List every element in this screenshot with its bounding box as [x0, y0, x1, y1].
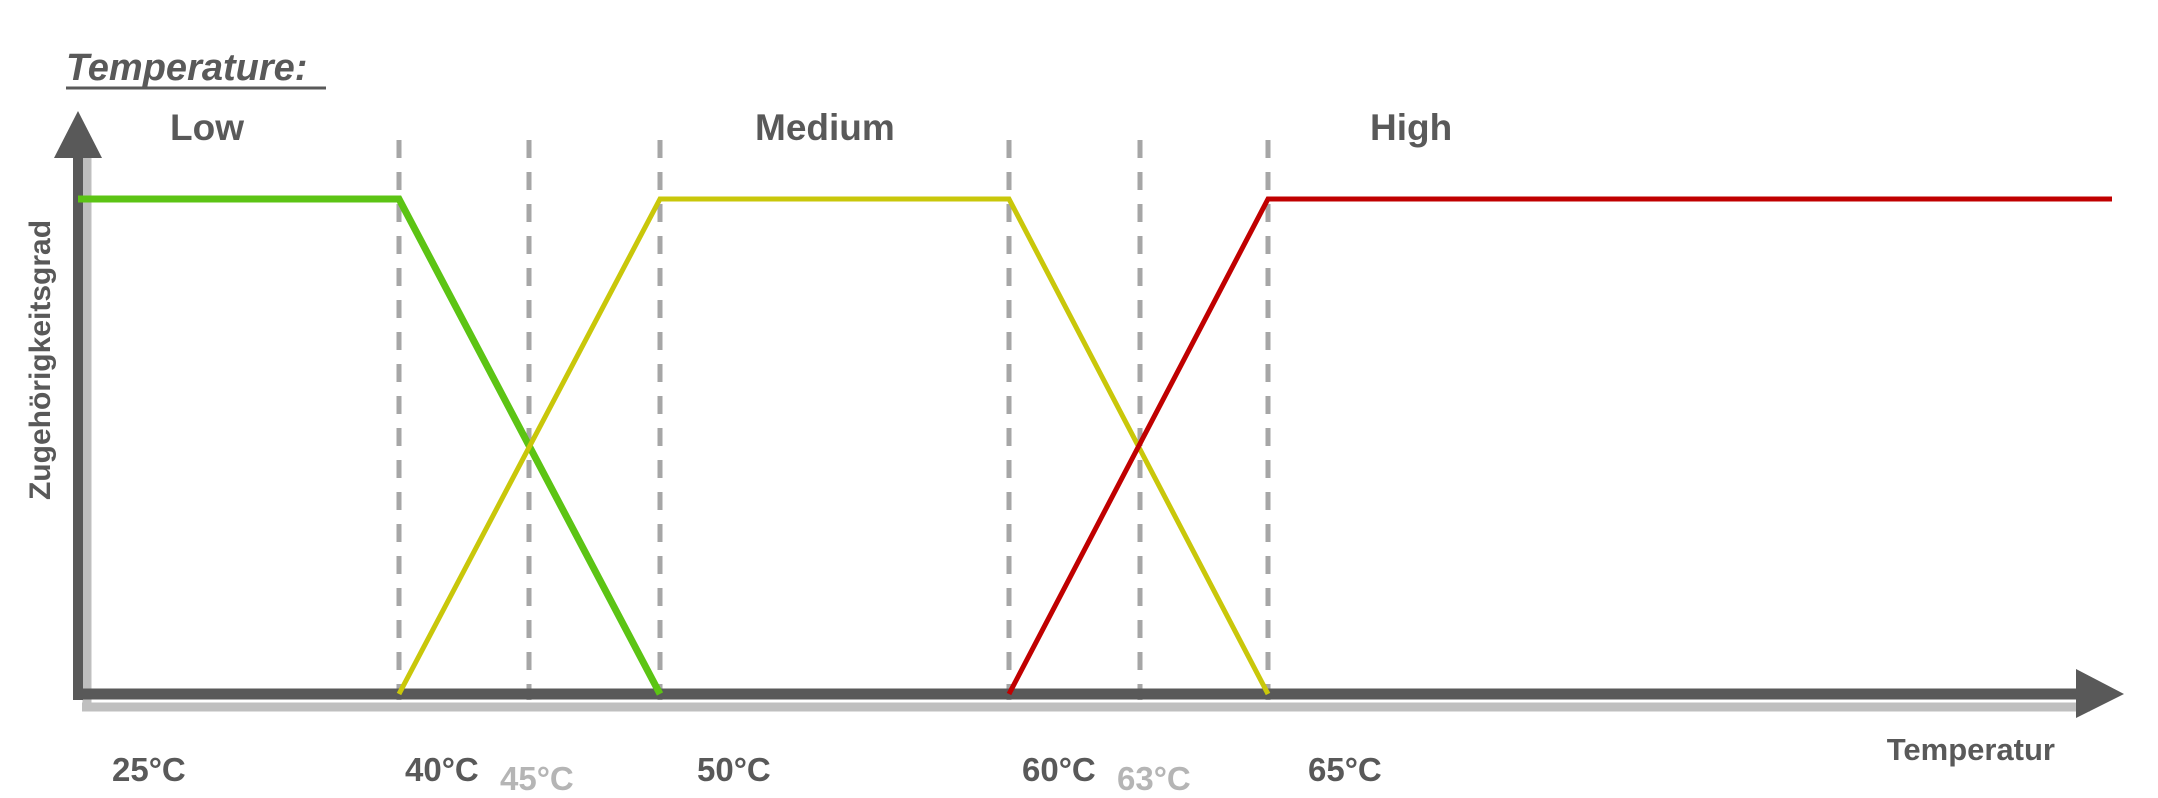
- category-label-low: Low: [170, 107, 244, 148]
- tick-label-50: 50°C: [697, 751, 771, 788]
- tick-label-60: 60°C: [1022, 751, 1096, 788]
- tick-label-25: 25°C: [112, 751, 186, 788]
- axes: [54, 111, 2124, 718]
- x-tick-labels: 25°C 40°C 45°C 50°C 60°C 63°C 65°C: [112, 751, 1382, 797]
- x-axis-arrowhead: [2076, 669, 2124, 718]
- tick-label-63: 63°C: [1117, 760, 1191, 797]
- tick-label-40: 40°C: [405, 751, 479, 788]
- tick-label-65: 65°C: [1308, 751, 1382, 788]
- category-label-medium: Medium: [755, 107, 895, 148]
- series-line-high: [1006, 196, 2112, 696]
- chart-title: Temperature:: [66, 47, 307, 89]
- tick-label-45: 45°C: [500, 760, 574, 797]
- y-axis-arrowhead: [54, 111, 102, 158]
- guide-lines: [396, 140, 1271, 700]
- y-axis-label: Zugehörigkeitsgrad: [24, 220, 57, 500]
- membership-series: [78, 195, 2112, 696]
- series-line-low: [78, 195, 664, 696]
- x-axis-label: Temperatur: [1887, 732, 2055, 767]
- category-label-high: High: [1370, 107, 1452, 148]
